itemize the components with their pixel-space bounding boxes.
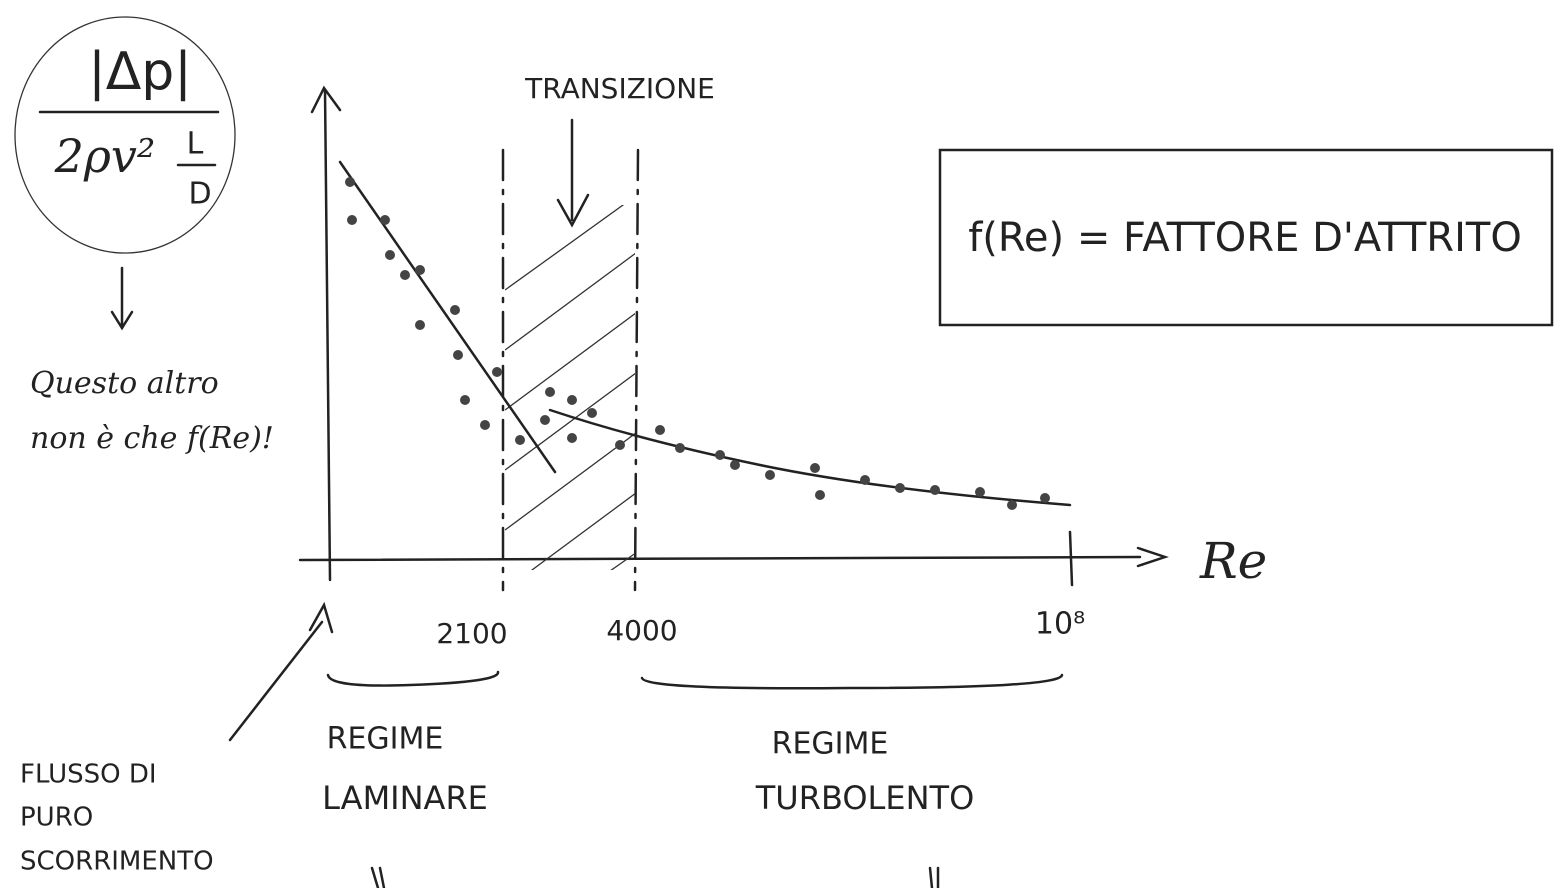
x-axis-label: Re: [1199, 532, 1267, 590]
tick-label: 2100: [436, 617, 507, 650]
down-arrow: [112, 268, 132, 328]
data-points: [345, 177, 1050, 510]
formula-diameter: D: [188, 177, 211, 212]
tick-label: 10⁸: [1035, 607, 1085, 642]
tick-label: 4000: [606, 614, 677, 647]
region-label: REGIME: [772, 727, 889, 762]
transition-label: TRANSIZIONE: [524, 72, 715, 105]
diagram: |Δp| 2ρv² L D Questo altro non è che f(R…: [0, 0, 1557, 888]
flow-note: FLUSSO DI: [20, 760, 157, 790]
arrow-stub: [372, 868, 384, 888]
hatching: [505, 200, 640, 620]
flow-note: PURO: [20, 803, 93, 833]
formula-length: L: [187, 127, 204, 162]
note-line: non è che f(Re)!: [30, 421, 274, 456]
turbulent-fit: [550, 410, 1070, 505]
arrow-stub: [930, 868, 938, 888]
boundary: [635, 150, 638, 590]
down-arrow: [558, 120, 588, 225]
note-line: Questo altro: [30, 366, 219, 401]
definition: f(Re) = FATTORE D'ATTRITO: [968, 215, 1522, 261]
region-label: TURBOLENTO: [755, 779, 975, 817]
formula-denominator: 2ρv²: [54, 129, 156, 183]
brace: [328, 672, 498, 686]
brace: [642, 675, 1062, 688]
tick: [1070, 532, 1072, 585]
x-axis: [300, 548, 1165, 566]
flow-note: SCORRIMENTO: [20, 847, 214, 877]
pointer-arrow: [230, 605, 332, 740]
region-label: LAMINARE: [322, 779, 488, 817]
region-label: REGIME: [327, 722, 444, 757]
y-axis: [312, 88, 340, 580]
formula-numerator: |Δp|: [88, 42, 192, 102]
laminar-fit: [340, 162, 555, 472]
